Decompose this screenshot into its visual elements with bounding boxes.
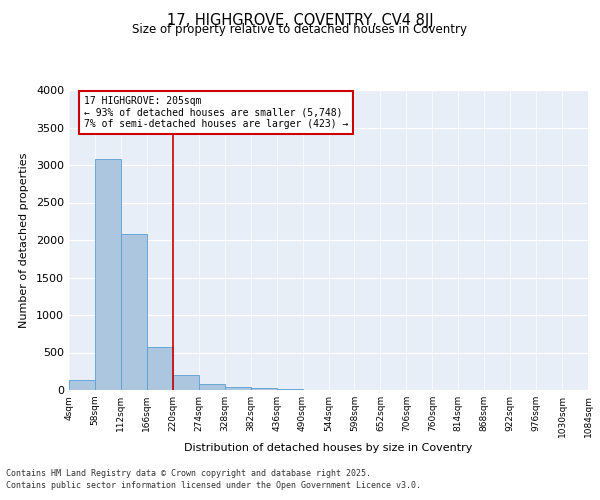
Bar xyxy=(147,347,173,390)
Bar xyxy=(69,380,95,390)
Bar xyxy=(277,389,302,390)
Text: 17, HIGHGROVE, COVENTRY, CV4 8JJ: 17, HIGHGROVE, COVENTRY, CV4 8JJ xyxy=(167,12,433,28)
Bar xyxy=(121,234,147,390)
Text: Size of property relative to detached houses in Coventry: Size of property relative to detached ho… xyxy=(133,22,467,36)
Text: Contains HM Land Registry data © Crown copyright and database right 2025.: Contains HM Land Registry data © Crown c… xyxy=(6,468,371,477)
Y-axis label: Number of detached properties: Number of detached properties xyxy=(19,152,29,328)
Bar xyxy=(199,384,224,390)
X-axis label: Distribution of detached houses by size in Coventry: Distribution of detached houses by size … xyxy=(184,442,473,452)
Bar xyxy=(225,386,251,390)
Bar xyxy=(173,375,199,390)
Bar xyxy=(251,388,277,390)
Text: 17 HIGHGROVE: 205sqm
← 93% of detached houses are smaller (5,748)
7% of semi-det: 17 HIGHGROVE: 205sqm ← 93% of detached h… xyxy=(84,96,349,129)
Bar xyxy=(95,160,121,390)
Text: Contains public sector information licensed under the Open Government Licence v3: Contains public sector information licen… xyxy=(6,481,421,490)
